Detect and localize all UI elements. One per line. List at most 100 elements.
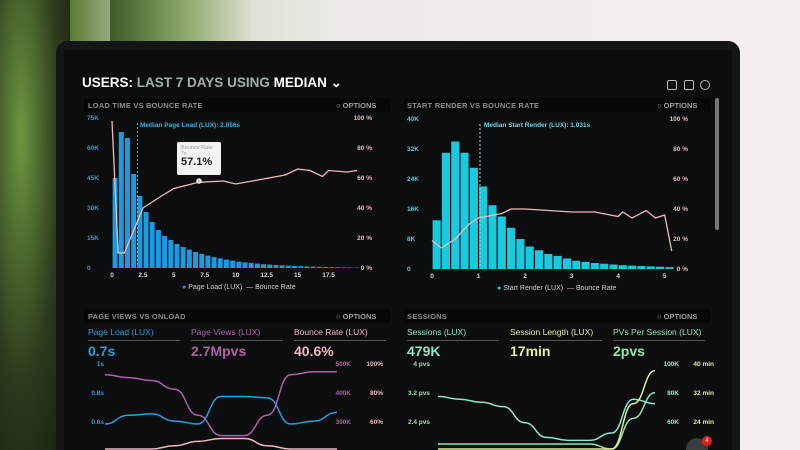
load-options-button[interactable]: ○ OPTIONS [336, 101, 377, 110]
histogram-bar[interactable] [322, 267, 328, 268]
histogram-bar[interactable] [609, 264, 618, 270]
histogram-bar[interactable] [162, 236, 168, 268]
histogram-bar[interactable] [590, 263, 599, 269]
legend-item[interactable]: Start Render (LUX) [503, 285, 564, 292]
y2-tick-label: 20 % [357, 235, 372, 242]
series-line[interactable] [438, 391, 656, 450]
histogram-bar[interactable] [155, 230, 161, 268]
histogram-bar[interactable] [665, 267, 674, 269]
bounce-rate-line[interactable] [111, 120, 358, 254]
histogram-bar[interactable] [205, 255, 211, 268]
histogram-bar[interactable] [581, 261, 590, 269]
help-icon[interactable] [700, 80, 710, 90]
histogram-bar[interactable] [273, 265, 279, 268]
monitor-icon[interactable] [667, 80, 677, 90]
histogram-bar[interactable] [199, 254, 205, 268]
histogram-bar[interactable] [497, 216, 506, 270]
x-tick-label: 4 [616, 273, 620, 280]
series-line[interactable] [105, 437, 337, 450]
pageviews-options-button[interactable]: ○ OPTIONS [336, 312, 377, 321]
histogram-bar[interactable] [637, 266, 646, 269]
legend-item[interactable]: Bounce Rate [255, 284, 296, 291]
histogram-bar[interactable] [451, 141, 460, 270]
histogram-bar[interactable] [347, 267, 353, 269]
histogram-bar[interactable] [149, 222, 155, 268]
histogram-bar[interactable] [193, 252, 199, 268]
histogram-bar[interactable] [316, 266, 322, 268]
right-axis-label: 60K [667, 419, 679, 426]
histogram-bar[interactable] [211, 257, 217, 268]
legend-item[interactable]: Page Load (LUX) [188, 284, 243, 291]
histogram-bar[interactable] [180, 247, 186, 268]
chevron-down-icon[interactable]: ⌄ [330, 75, 342, 90]
histogram-bar[interactable] [223, 259, 229, 268]
histogram-bar[interactable] [292, 266, 298, 268]
histogram-bar[interactable] [488, 205, 497, 269]
histogram-bar[interactable] [516, 239, 525, 269]
header-range[interactable]: LAST 7 DAYS [136, 75, 224, 90]
histogram-bar[interactable] [168, 240, 174, 268]
pageviews-panel-title: PAGE VIEWS VS ONLOAD [88, 312, 186, 321]
sessions-options-button[interactable]: ○ OPTIONS [657, 312, 698, 321]
histogram-bar[interactable] [553, 255, 562, 269]
histogram-bar[interactable] [118, 132, 124, 268]
histogram-bar[interactable] [217, 258, 223, 268]
render-median-label: Median Start Render (LUX): 1.031s [484, 122, 591, 129]
legend-item[interactable]: Bounce Rate [575, 285, 617, 292]
histogram-bar[interactable] [525, 246, 534, 270]
histogram-bar[interactable] [186, 249, 192, 268]
histogram-bar[interactable] [646, 266, 655, 269]
histogram-bar[interactable] [112, 178, 118, 268]
histogram-bar[interactable] [131, 174, 137, 268]
kpi-label: Page Load (LUX) [88, 327, 154, 337]
histogram-bar[interactable] [285, 265, 291, 268]
histogram-bar[interactable] [618, 265, 627, 269]
histogram-bar[interactable] [534, 250, 544, 269]
histogram-bar[interactable] [544, 254, 553, 269]
header-metric[interactable]: MEDIAN [273, 75, 327, 90]
series-line[interactable] [437, 395, 656, 442]
histogram-bar[interactable] [460, 152, 469, 269]
series-line[interactable] [104, 395, 338, 425]
histogram-bar[interactable] [600, 263, 609, 269]
histogram-bar[interactable] [441, 152, 451, 269]
histogram-bar[interactable] [572, 260, 581, 269]
histogram-bar[interactable] [143, 212, 149, 268]
dashboard-header[interactable]: USERS: LAST 7 DAYS USING MEDIAN ⌄ [82, 75, 342, 91]
histogram-bar[interactable] [124, 138, 130, 268]
x-tick-label: 5 [172, 272, 176, 279]
render-legend[interactable]: ● Start Render (LUX) — Bounce Rate [497, 285, 616, 292]
histogram-bar[interactable] [298, 266, 304, 268]
histogram-bar[interactable] [174, 244, 180, 268]
options-label: OPTIONS [663, 101, 698, 110]
histogram-bar[interactable] [655, 266, 665, 269]
scrollbar[interactable] [715, 98, 719, 230]
histogram-bar[interactable] [248, 263, 254, 268]
render-options-button[interactable]: ○ OPTIONS [657, 101, 698, 110]
bounce-rate-line[interactable] [431, 208, 673, 252]
load-legend[interactable]: ● Page Load (LUX) — Bounce Rate [182, 284, 296, 291]
histogram-bar[interactable] [329, 267, 335, 268]
histogram-bar[interactable] [267, 264, 273, 268]
histogram-bar[interactable] [137, 196, 143, 268]
histogram-bar[interactable] [279, 265, 285, 268]
histogram-bar[interactable] [469, 167, 478, 269]
image-icon[interactable] [684, 80, 694, 90]
histogram-bar[interactable] [236, 261, 242, 268]
histogram-bar[interactable] [507, 227, 516, 269]
histogram-bar[interactable] [562, 258, 572, 270]
histogram-bar[interactable] [335, 267, 341, 268]
series-line[interactable] [438, 369, 656, 450]
histogram-bar[interactable] [304, 266, 310, 268]
histogram-bar[interactable] [254, 263, 260, 268]
histogram-bar[interactable] [242, 262, 248, 268]
histogram-bar[interactable] [261, 264, 267, 268]
histogram-bar[interactable] [479, 186, 488, 270]
histogram-bar[interactable] [341, 267, 347, 268]
histogram-bar[interactable] [230, 260, 236, 268]
histogram-bar[interactable] [628, 265, 637, 269]
histogram-bar[interactable] [310, 266, 316, 268]
series-line[interactable] [104, 371, 337, 437]
tooltip-point[interactable] [196, 178, 202, 184]
